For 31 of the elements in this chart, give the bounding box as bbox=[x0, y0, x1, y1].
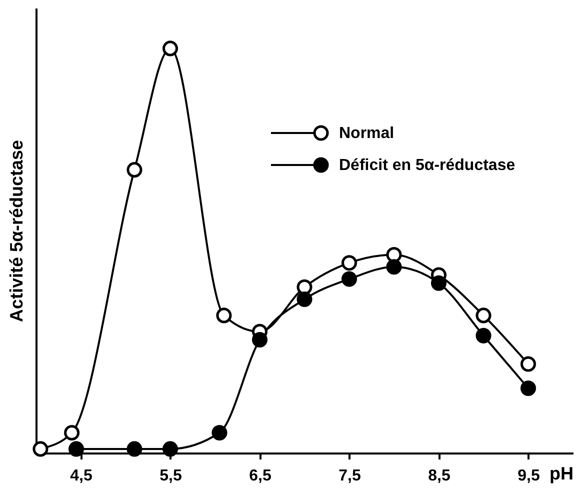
point bbox=[341, 255, 358, 271]
point bbox=[252, 332, 268, 348]
point bbox=[162, 441, 178, 457]
point bbox=[296, 279, 312, 295]
x-tick-label: 8,5 bbox=[428, 468, 450, 484]
x-tick-label: 5,5 bbox=[160, 468, 182, 484]
point bbox=[162, 40, 178, 56]
point bbox=[476, 328, 492, 344]
point bbox=[341, 271, 358, 287]
point bbox=[212, 425, 228, 441]
point bbox=[126, 162, 142, 178]
legend-label: Déficit en 5α-réductase bbox=[339, 157, 516, 174]
x-axis-title: pH bbox=[550, 464, 574, 484]
point bbox=[520, 380, 536, 396]
x-tick-label: 4,5 bbox=[70, 468, 92, 484]
point bbox=[64, 425, 80, 441]
point bbox=[216, 308, 232, 324]
point bbox=[32, 441, 48, 457]
point bbox=[520, 356, 536, 372]
point bbox=[68, 441, 84, 457]
point bbox=[296, 292, 312, 308]
point bbox=[386, 247, 402, 263]
point bbox=[430, 275, 447, 291]
point bbox=[476, 308, 492, 324]
point bbox=[386, 259, 402, 275]
point bbox=[126, 441, 142, 457]
x-tick-label: 9,5 bbox=[518, 468, 540, 484]
legend-label: Normal bbox=[339, 125, 394, 142]
x-tick-label: 7,5 bbox=[338, 468, 361, 484]
y-axis-title: Activité 5α-réductase bbox=[6, 140, 26, 322]
x-tick-label: 6,5 bbox=[249, 468, 272, 484]
